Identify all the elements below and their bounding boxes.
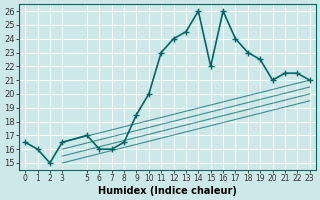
X-axis label: Humidex (Indice chaleur): Humidex (Indice chaleur) — [98, 186, 237, 196]
